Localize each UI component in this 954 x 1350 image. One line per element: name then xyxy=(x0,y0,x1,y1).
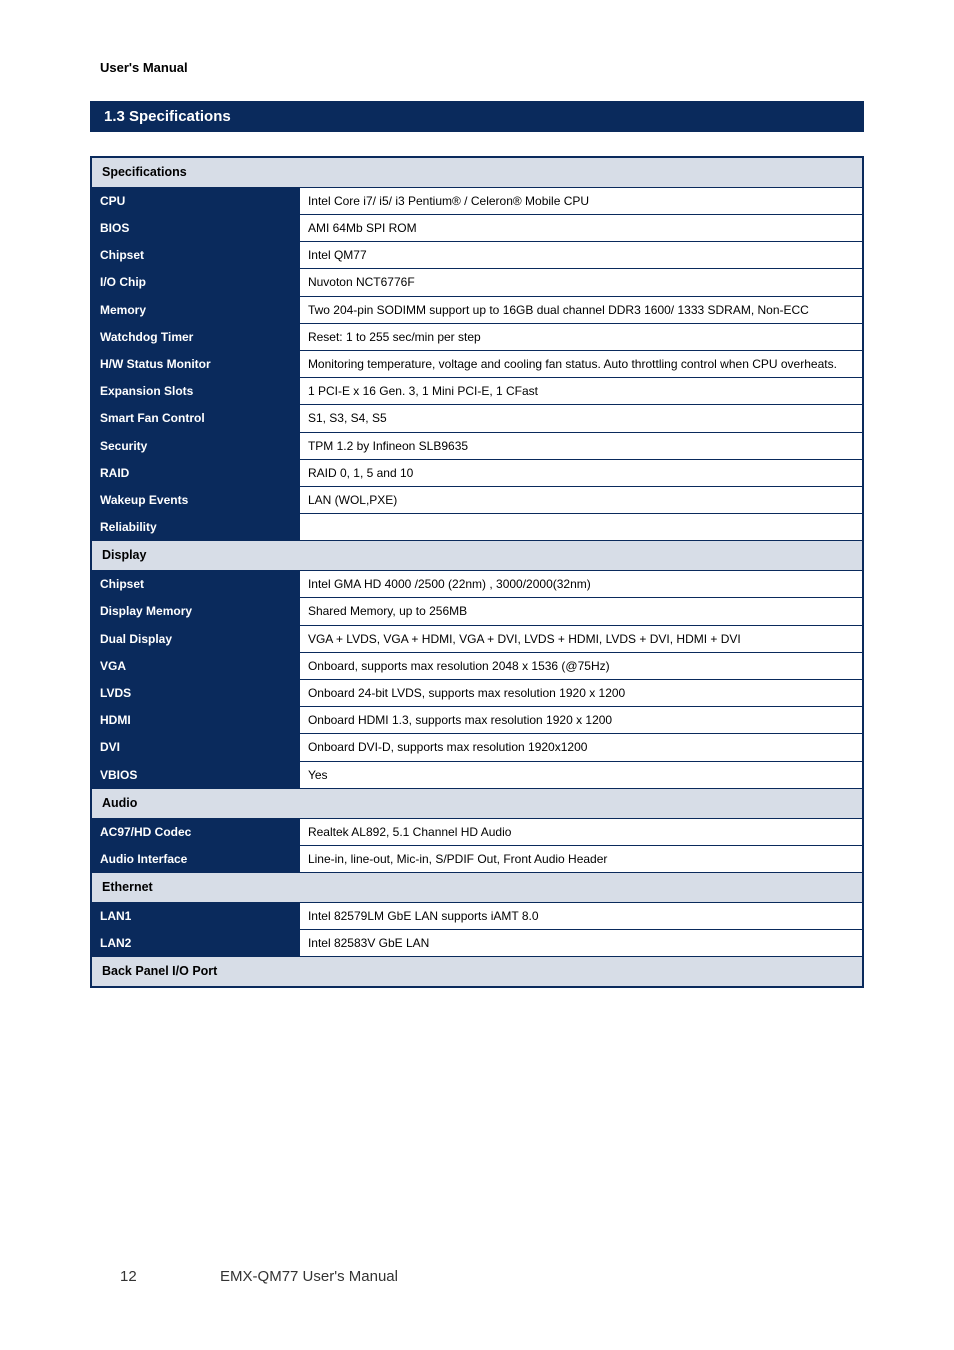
table-row: RAIDRAID 0, 1, 5 and 10 xyxy=(91,459,863,486)
spec-label: Chipset xyxy=(91,571,299,598)
table-row: LVDSOnboard 24-bit LVDS, supports max re… xyxy=(91,679,863,706)
spec-value: 1 PCI-E x 16 Gen. 3, 1 Mini PCI-E, 1 CFa… xyxy=(299,378,863,405)
spec-value: S1, S3, S4, S5 xyxy=(299,405,863,432)
spec-value: AMI 64Mb SPI ROM xyxy=(299,215,863,242)
section-title: Ethernet xyxy=(91,872,863,902)
spec-value: Intel 82579LM GbE LAN supports iAMT 8.0 xyxy=(299,902,863,929)
table-row: VGAOnboard, supports max resolution 2048… xyxy=(91,652,863,679)
spec-value: Reset: 1 to 255 sec/min per step xyxy=(299,323,863,350)
section-title: Back Panel I/O Port xyxy=(91,957,863,987)
spec-value: Nuvoton NCT6776F xyxy=(299,269,863,296)
table-row: H/W Status MonitorMonitoring temperature… xyxy=(91,351,863,378)
spec-value: Intel QM77 xyxy=(299,242,863,269)
spec-label: I/O Chip xyxy=(91,269,299,296)
spec-label: Display Memory xyxy=(91,598,299,625)
spec-label: Expansion Slots xyxy=(91,378,299,405)
page-title: 1.3 Specifications xyxy=(90,101,864,132)
section-header: Audio xyxy=(91,788,863,818)
spec-value: LAN (WOL,PXE) xyxy=(299,486,863,513)
spec-label: Memory xyxy=(91,296,299,323)
manual-header: User's Manual xyxy=(100,60,864,75)
section-header: Ethernet xyxy=(91,872,863,902)
table-row: Dual DisplayVGA + LVDS, VGA + HDMI, VGA … xyxy=(91,625,863,652)
table-row: Display MemoryShared Memory, up to 256MB xyxy=(91,598,863,625)
table-row: ChipsetIntel GMA HD 4000 /2500 (22nm) , … xyxy=(91,571,863,598)
section-header: Display xyxy=(91,541,863,571)
footer: 12 EMX-QM77 User's Manual xyxy=(90,1268,864,1285)
spec-value: VGA + LVDS, VGA + HDMI, VGA + DVI, LVDS … xyxy=(299,625,863,652)
table-row: VBIOSYes xyxy=(91,761,863,788)
spec-value: Onboard 24-bit LVDS, supports max resolu… xyxy=(299,679,863,706)
spec-label: Watchdog Timer xyxy=(91,323,299,350)
table-row: LAN1Intel 82579LM GbE LAN supports iAMT … xyxy=(91,902,863,929)
spec-value: Monitoring temperature, voltage and cool… xyxy=(299,351,863,378)
spec-value: TPM 1.2 by Infineon SLB9635 xyxy=(299,432,863,459)
spec-value: Two 204-pin SODIMM support up to 16GB du… xyxy=(299,296,863,323)
spec-label: BIOS xyxy=(91,215,299,242)
specifications-table: SpecificationsCPUIntel Core i7/ i5/ i3 P… xyxy=(90,156,864,988)
spec-label: VBIOS xyxy=(91,761,299,788)
table-row: Smart Fan ControlS1, S3, S4, S5 xyxy=(91,405,863,432)
spec-value: Intel GMA HD 4000 /2500 (22nm) , 3000/20… xyxy=(299,571,863,598)
section-header: Specifications xyxy=(91,157,863,187)
spec-label: Smart Fan Control xyxy=(91,405,299,432)
section-title: Audio xyxy=(91,788,863,818)
spec-label: Reliability xyxy=(91,514,299,541)
table-row: BIOSAMI 64Mb SPI ROM xyxy=(91,215,863,242)
spec-label: DVI xyxy=(91,734,299,761)
spec-label: RAID xyxy=(91,459,299,486)
spec-label: Audio Interface xyxy=(91,845,299,872)
section-title: Display xyxy=(91,541,863,571)
table-row: Reliability xyxy=(91,514,863,541)
spec-value: Onboard HDMI 1.3, supports max resolutio… xyxy=(299,707,863,734)
spec-label: Wakeup Events xyxy=(91,486,299,513)
spec-value: Intel Core i7/ i5/ i3 Pentium® / Celeron… xyxy=(299,187,863,214)
spec-value: Shared Memory, up to 256MB xyxy=(299,598,863,625)
spec-label: CPU xyxy=(91,187,299,214)
table-row: LAN2Intel 82583V GbE LAN xyxy=(91,930,863,957)
table-row: CPUIntel Core i7/ i5/ i3 Pentium® / Cele… xyxy=(91,187,863,214)
table-row: SecurityTPM 1.2 by Infineon SLB9635 xyxy=(91,432,863,459)
section-header: Back Panel I/O Port xyxy=(91,957,863,987)
spec-value: Intel 82583V GbE LAN xyxy=(299,930,863,957)
table-row: DVIOnboard DVI-D, supports max resolutio… xyxy=(91,734,863,761)
table-row: Audio InterfaceLine-in, line-out, Mic-in… xyxy=(91,845,863,872)
section-title: Specifications xyxy=(91,157,863,187)
spec-label: LAN1 xyxy=(91,902,299,929)
table-row: Watchdog TimerReset: 1 to 255 sec/min pe… xyxy=(91,323,863,350)
spec-value: Line-in, line-out, Mic-in, S/PDIF Out, F… xyxy=(299,845,863,872)
table-row: HDMIOnboard HDMI 1.3, supports max resol… xyxy=(91,707,863,734)
table-row: Expansion Slots1 PCI-E x 16 Gen. 3, 1 Mi… xyxy=(91,378,863,405)
table-row: MemoryTwo 204-pin SODIMM support up to 1… xyxy=(91,296,863,323)
spec-label: HDMI xyxy=(91,707,299,734)
footer-label: EMX-QM77 User's Manual xyxy=(220,1268,398,1285)
table-row: AC97/HD CodecRealtek AL892, 5.1 Channel … xyxy=(91,818,863,845)
spec-label: LVDS xyxy=(91,679,299,706)
spec-value: Realtek AL892, 5.1 Channel HD Audio xyxy=(299,818,863,845)
spec-label: AC97/HD Codec xyxy=(91,818,299,845)
table-row: Wakeup EventsLAN (WOL,PXE) xyxy=(91,486,863,513)
spec-value: RAID 0, 1, 5 and 10 xyxy=(299,459,863,486)
spec-value: Onboard, supports max resolution 2048 x … xyxy=(299,652,863,679)
table-row: ChipsetIntel QM77 xyxy=(91,242,863,269)
spec-label: LAN2 xyxy=(91,930,299,957)
spec-value: Yes xyxy=(299,761,863,788)
spec-label: H/W Status Monitor xyxy=(91,351,299,378)
spec-label: Chipset xyxy=(91,242,299,269)
spec-label: Security xyxy=(91,432,299,459)
spec-label: VGA xyxy=(91,652,299,679)
spec-label: Dual Display xyxy=(91,625,299,652)
table-row: I/O ChipNuvoton NCT6776F xyxy=(91,269,863,296)
page-number: 12 xyxy=(120,1268,137,1285)
spec-value xyxy=(299,514,863,541)
spec-value: Onboard DVI-D, supports max resolution 1… xyxy=(299,734,863,761)
